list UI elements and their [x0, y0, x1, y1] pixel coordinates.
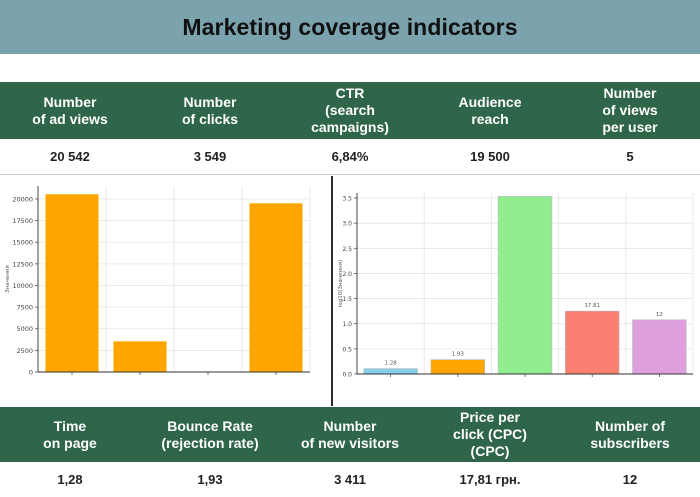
y-tick-label: 20000 [12, 195, 33, 203]
bottom-kpi-value-row: 1,28 1,93 3 411 17,81 грн. 12 [0, 462, 700, 497]
value-audience-reach: 19 500 [470, 149, 510, 164]
y-tick-label: 2.5 [342, 246, 352, 253]
bar-0 [45, 194, 99, 372]
value-time-on-page: 1,28 [57, 472, 83, 487]
bar-3 [565, 310, 620, 375]
header-subscribers: Number of subscribers [590, 417, 670, 451]
top-kpi-value-row: 20 542 3 549 6,84% 19 500 5 [0, 139, 700, 175]
y-tick-label: 0.5 [342, 346, 352, 353]
bar-1 [430, 359, 485, 375]
top-kpi-header-row: Number of ad views Number of clicks CTR … [0, 82, 700, 139]
header-audience-reach: Audience reach [458, 93, 522, 127]
value-clicks: 3 549 [193, 149, 227, 164]
value-bounce-rate: 1,93 [197, 472, 223, 487]
value-ctr: 6,84% [331, 149, 369, 164]
bottom-kpi-header-row: Time on page Bounce Rate (rejection rate… [0, 407, 700, 462]
y-tick-label: 0 [29, 369, 33, 377]
page-title: Marketing coverage indicators [182, 13, 518, 40]
bar-4 [632, 319, 687, 375]
left-bar-chart: 0 2500 5000 7500 10000 12500 15000 17500 20000 Зн… [5, 186, 311, 377]
header-new-visitors: Number of new visitors [300, 417, 400, 451]
bar-0 [363, 368, 418, 375]
bar-1 [113, 341, 167, 372]
y-axis-label: log10(Значення) [338, 260, 344, 307]
y-tick-label: 12500 [12, 260, 33, 268]
header-ctr: CTR (search campaigns) [311, 85, 389, 135]
data-label-3: 17.81 [584, 303, 600, 309]
y-tick-label: 15000 [12, 239, 33, 247]
value-views-per-user: 5 [626, 149, 634, 164]
y-tick-label: 1.5 [342, 296, 352, 303]
header-clicks: Number of clicks [181, 93, 239, 127]
y-axis-label: Значення [5, 265, 11, 293]
y-tick-label: 0.0 [342, 372, 352, 379]
data-label-4: 12 [656, 312, 663, 318]
value-cpc: 17,81 грн. [459, 472, 521, 487]
y-tick-label: 1.0 [342, 321, 352, 328]
header-views-per-user: Number of views per user [602, 85, 658, 135]
y-tick-label: 5000 [16, 325, 33, 333]
data-label-0: 1.28 [384, 361, 397, 367]
header-cpc: Price per click (CPC) (CPC) [453, 409, 527, 459]
data-label-1: 1.93 [452, 352, 465, 358]
right-log-bar-chart: 0.0 0.5 1.0 1.5 2.0 2.5 3.0 3.5 1.28 1.93 17.81 12 l… [338, 193, 694, 379]
y-tick-label: 2.0 [342, 271, 352, 278]
header-time-on-page: Time on page [43, 417, 97, 451]
bar-3 [249, 203, 303, 372]
y-tick-label: 10000 [12, 282, 33, 290]
right-chart-panel: 0.0 0.5 1.0 1.5 2.0 2.5 3.0 3.5 1.28 1.93 17.81 12 l… [335, 176, 700, 406]
bar-2 [497, 196, 553, 375]
y-tick-label: 7500 [16, 304, 33, 312]
y-tick-label: 3.5 [342, 196, 352, 203]
header-bounce-rate: Bounce Rate (rejection rate) [161, 417, 259, 451]
left-chart-panel: 0 2500 5000 7500 10000 12500 15000 17500 20000 Зн… [0, 176, 333, 406]
y-tick-label: 2500 [16, 347, 33, 355]
value-subscribers: 12 [622, 472, 638, 487]
header-ad-views: Number of ad views [32, 93, 108, 127]
title-bar: Marketing coverage indicators [0, 0, 700, 54]
value-new-visitors: 3 411 [334, 472, 366, 487]
y-tick-label: 17500 [12, 217, 33, 225]
y-tick-label: 3.0 [342, 221, 352, 228]
value-ad-views: 20 542 [50, 149, 90, 164]
